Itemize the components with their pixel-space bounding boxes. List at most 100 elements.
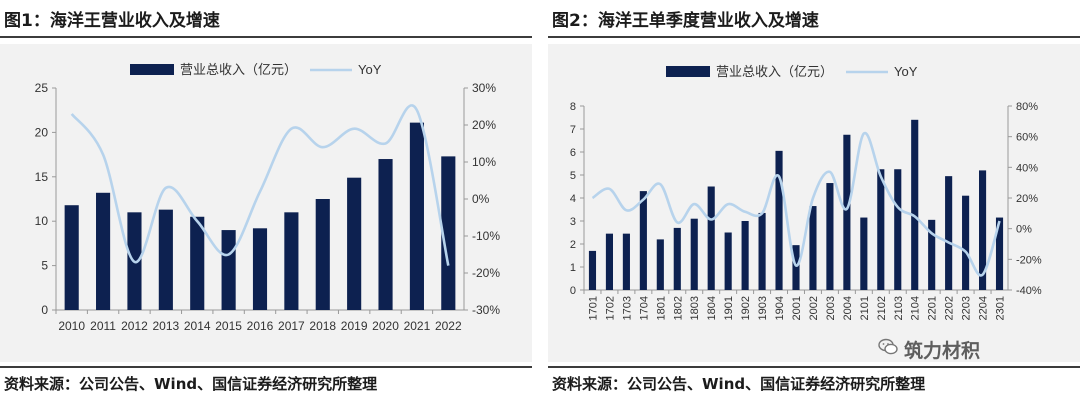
revenue-bar [96, 192, 111, 310]
x-tick-label: 2101 [859, 296, 871, 320]
right-y-tick-label: 60% [1016, 132, 1038, 144]
x-tick-label: 2011 [90, 319, 116, 333]
left-y-tick-label: 5 [41, 259, 48, 273]
left-y-tick-label: 3 [570, 216, 576, 228]
x-tick-label: 2012 [121, 319, 148, 333]
right-y-tick-label: -20% [1016, 254, 1042, 266]
x-tick-label: 2204 [978, 296, 990, 320]
left-figure-panel: 图1：海洋王营业收入及增速 营业总收入（亿元） YoY 0 5 10 15 20 25 -30%… [0, 0, 532, 400]
left-y-tick-label: 7 [570, 124, 576, 136]
right-y-tick-label: 20% [472, 118, 496, 132]
left-y-tick-label: 0 [41, 303, 48, 317]
right-chart-area: 营业总收入（亿元） YoY 0 1 2 3 4 5 6 7 8 -40% -20% 0% 20% 40% 60%… [548, 44, 1080, 362]
revenue-bar [724, 232, 732, 290]
revenue-bar [894, 169, 902, 290]
left-annual-revenue-chart: 营业总收入（亿元） YoY 0 5 10 15 20 25 -30% -20% -10% 0% 10% 2… [35, 62, 501, 333]
revenue-bar [656, 239, 664, 290]
x-tick-label: 2004 [842, 296, 854, 320]
x-tick-label: 2002 [808, 296, 820, 320]
x-tick-label: 2013 [152, 319, 179, 333]
revenue-bar [315, 199, 330, 310]
left-y-tick-label: 10 [35, 214, 49, 228]
revenue-bar [673, 227, 681, 290]
revenue-bar [826, 183, 834, 290]
x-tick-label: 2016 [247, 319, 274, 333]
right-y-tick-label: 40% [1016, 162, 1038, 174]
x-tick-label: 1803 [689, 296, 701, 320]
revenue-bar [843, 134, 851, 290]
revenue-bar [911, 119, 919, 290]
revenue-bar [64, 205, 79, 310]
legend-bar-label: 营业总收入（亿元） [180, 62, 297, 77]
revenue-bar [190, 216, 205, 310]
revenue-bar [252, 228, 268, 310]
revenue-bar [741, 221, 749, 290]
x-tick-label: 2102 [876, 296, 888, 320]
x-tick-label: 2014 [184, 319, 211, 333]
revenue-bar [158, 209, 173, 310]
x-tick-label: 2018 [309, 319, 336, 333]
right-y-tick-label: 0% [1016, 224, 1032, 236]
x-tick-label: 2020 [372, 319, 399, 333]
left-y-tick-label: 15 [35, 170, 49, 184]
x-tick-label: 1901 [723, 296, 735, 320]
x-tick-label: 2010 [58, 319, 85, 333]
revenue-bar [347, 177, 362, 310]
revenue-bar [995, 217, 1004, 290]
left-source-rule [0, 366, 532, 368]
revenue-bar [639, 191, 647, 290]
left-y-tick-label: 2 [570, 239, 576, 251]
left-title-rule [0, 36, 532, 38]
right-y-tick-label: 20% [1016, 193, 1038, 205]
x-tick-label: 1903 [757, 296, 769, 320]
revenue-bar [284, 212, 299, 310]
x-tick-label: 2202 [944, 296, 956, 320]
revenue-bar [221, 230, 236, 310]
yoy-line [70, 104, 450, 266]
yoy-line [591, 132, 1001, 277]
revenue-bar [707, 186, 715, 290]
left-y-tick-label: 8 [570, 101, 576, 113]
left-y-tick-label: 25 [35, 81, 49, 95]
revenue-bar [860, 217, 868, 290]
x-tick-label: 2001 [791, 296, 803, 320]
right-quarterly-revenue-chart: 营业总收入（亿元） YoY 0 1 2 3 4 5 6 7 8 -40% -20% 0% 20% 40% 60%… [570, 64, 1042, 320]
x-tick-label: 1701 [587, 296, 599, 320]
legend-line-label: YoY [894, 64, 918, 79]
revenue-bar [877, 169, 885, 290]
left-y-tick-label: 1 [570, 262, 576, 274]
right-figure-title: 图2：海洋王单季度营业收入及增速 [552, 11, 819, 31]
right-y-tick-label: 80% [1016, 101, 1038, 113]
x-tick-label: 1703 [621, 296, 633, 320]
x-tick-label: 1904 [774, 296, 786, 320]
x-tick-label: 1902 [740, 296, 752, 320]
revenue-bar [809, 206, 817, 290]
right-y-tick-label: -20% [472, 266, 500, 280]
revenue-bar [690, 218, 698, 290]
left-y-tick-label: 4 [570, 193, 576, 205]
x-tick-label: 2203 [961, 296, 973, 320]
revenue-bar [409, 122, 424, 311]
x-tick-label: 1801 [655, 296, 667, 320]
x-tick-label: 2021 [404, 319, 431, 333]
x-tick-label: 2017 [278, 319, 305, 333]
revenue-bar [441, 156, 456, 310]
right-figure-panel: 图2：海洋王单季度营业收入及增速 营业总收入（亿元） YoY 0 1 2 3 4 5 6 7 8 -4… [548, 0, 1080, 400]
legend-bar-swatch [666, 66, 710, 77]
revenue-bar [588, 250, 597, 290]
x-tick-label: 1704 [638, 296, 650, 320]
x-tick-label: 2003 [825, 296, 837, 320]
left-y-tick-label: 0 [570, 285, 576, 297]
x-tick-label: 2104 [910, 296, 922, 320]
x-tick-label: 2015 [215, 319, 242, 333]
watermark-text: 筑力材积 [904, 340, 981, 362]
x-tick-label: 2103 [893, 296, 905, 320]
revenue-bar [622, 233, 630, 290]
revenue-bar [758, 212, 766, 290]
right-source-note: 资料来源：公司公告、Wind、国信证券经济研究所整理 [552, 375, 926, 393]
revenue-bar [605, 233, 614, 290]
right-title-rule [548, 36, 1080, 38]
revenue-bar [775, 150, 783, 290]
x-tick-label: 2201 [927, 296, 939, 320]
right-y-tick-label: -40% [1016, 285, 1042, 297]
